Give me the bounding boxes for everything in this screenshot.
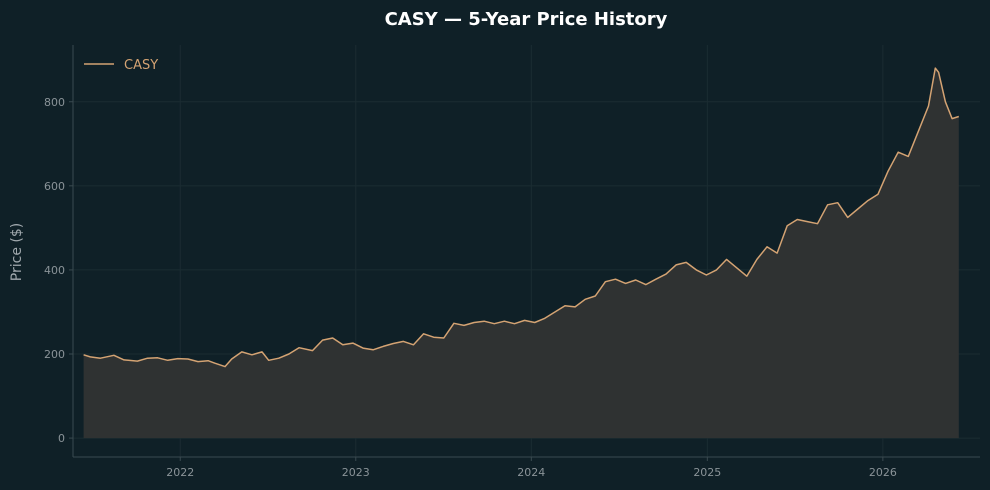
x-axis-ticks: 2022 2023 2024 2025 2026 bbox=[166, 457, 897, 479]
y-tick-label: 200 bbox=[44, 348, 65, 361]
y-axis-label: Price ($) bbox=[9, 223, 25, 281]
y-axis-ticks: 0 200 400 600 800 bbox=[44, 96, 73, 445]
y-tick-label: 400 bbox=[44, 264, 65, 277]
legend: CASY bbox=[84, 58, 158, 73]
x-tick-label: 2024 bbox=[517, 466, 545, 479]
axes bbox=[72, 45, 980, 458]
x-tick-label: 2022 bbox=[166, 466, 194, 479]
y-tick-label: 800 bbox=[44, 96, 65, 109]
price-area-fill bbox=[83, 68, 959, 439]
legend-label-casy: CASY bbox=[124, 58, 158, 73]
x-tick-label: 2025 bbox=[693, 466, 721, 479]
x-tick-label: 2023 bbox=[342, 466, 370, 479]
y-tick-label: 600 bbox=[44, 180, 65, 193]
chart-title: CASY — 5-Year Price History bbox=[385, 9, 668, 30]
price-line bbox=[83, 67, 960, 368]
x-tick-label: 2026 bbox=[869, 466, 897, 479]
y-tick-label: 0 bbox=[58, 432, 65, 445]
